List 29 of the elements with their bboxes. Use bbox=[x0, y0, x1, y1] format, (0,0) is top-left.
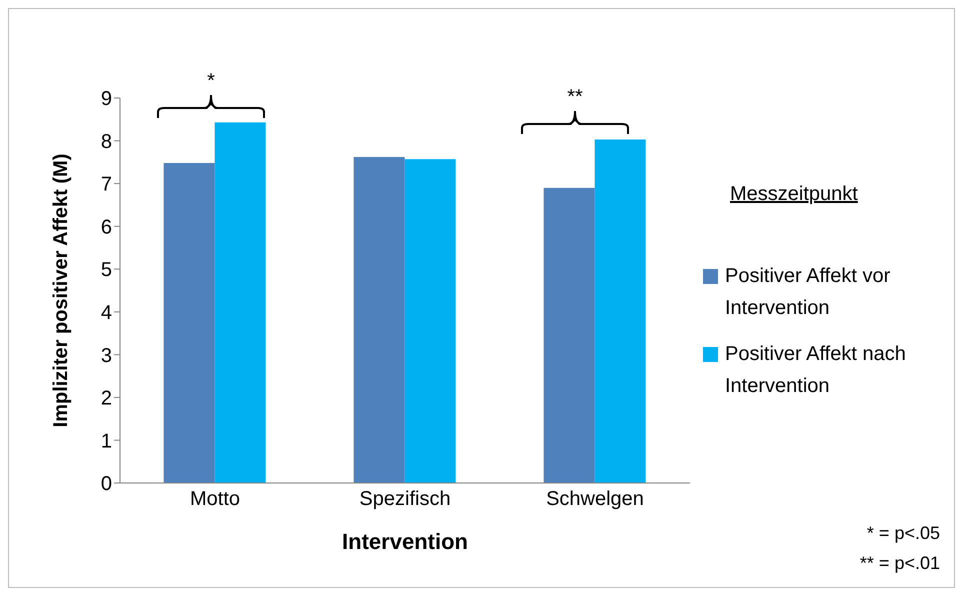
x-tick-label: Spezifisch bbox=[359, 488, 451, 510]
bar bbox=[164, 163, 215, 483]
y-tick-label: 0 bbox=[100, 473, 112, 496]
asterisk-bracket: * bbox=[157, 70, 265, 118]
y-tick-label: 9 bbox=[100, 88, 112, 110]
y-tick-label: 1 bbox=[100, 430, 112, 452]
bar bbox=[354, 157, 405, 483]
annotation: ** bbox=[567, 86, 583, 108]
x-tick-label: Motto bbox=[190, 488, 240, 510]
y-tick-label: 6 bbox=[100, 216, 112, 238]
bar bbox=[404, 159, 456, 483]
x-axis-title: Intervention bbox=[342, 529, 468, 554]
x-tick-label: Schwelgen bbox=[546, 488, 644, 510]
text: * = p<.05 bbox=[866, 522, 940, 545]
y-tick-label: 5 bbox=[100, 259, 112, 282]
legend-label: Positiver Affekt nach Intervention bbox=[725, 342, 907, 399]
legend-title: Messzeitpunkt bbox=[730, 182, 859, 207]
y-tick-label: 8 bbox=[100, 130, 112, 153]
y-axis-title: Impliziter positiver Affekt (M) bbox=[50, 154, 72, 428]
bar bbox=[214, 122, 266, 483]
bar bbox=[544, 188, 595, 483]
y-tick-label: 4 bbox=[100, 302, 112, 324]
bar bbox=[594, 139, 646, 483]
double-asterisk-bracket: ** bbox=[521, 86, 629, 134]
y-tick-label: 7 bbox=[100, 174, 112, 196]
text: ** = p<.01 bbox=[860, 552, 940, 575]
y-tick-label: 3 bbox=[100, 344, 112, 367]
y-tick-label: 2 bbox=[100, 388, 112, 410]
legend-label: Positiver Affekt vor Intervention bbox=[725, 264, 892, 321]
